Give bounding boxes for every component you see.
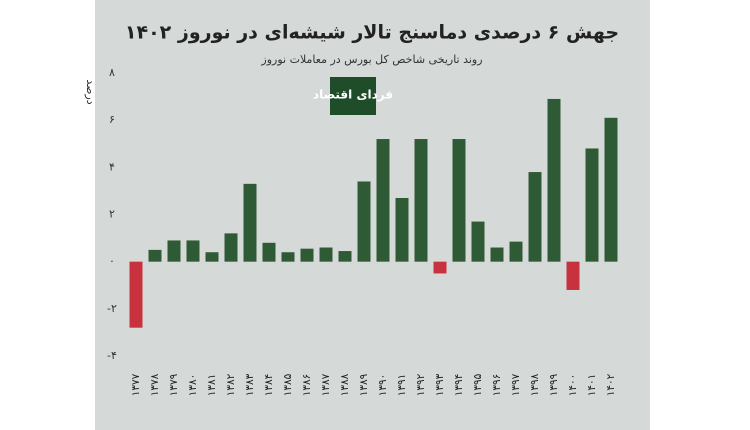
y-tick-label: ۶ — [109, 113, 115, 126]
bar — [509, 241, 523, 262]
x-tick-label: ۱۳۸۲ — [225, 373, 237, 396]
y-tick-label: ۲ — [109, 208, 115, 221]
bar — [224, 233, 238, 262]
bar — [585, 148, 599, 262]
x-tick-label: ۱۳۹۶ — [491, 374, 503, 397]
x-tick-label: ۱۳۸۹ — [358, 373, 370, 396]
x-tick-label: ۱۳۸۶ — [301, 374, 313, 397]
y-tick-label: ۸ — [109, 66, 115, 79]
bar — [262, 242, 276, 262]
y-tick-label: -۲ — [107, 302, 117, 315]
x-tick-label: ۱۳۷۹ — [168, 373, 180, 396]
bar — [452, 139, 466, 262]
bar — [414, 139, 428, 262]
logo: فردای اقتصاد — [313, 88, 393, 102]
y-axis-label: درصد — [84, 79, 97, 104]
x-tick-label: ۱۳۷۷ — [130, 373, 142, 396]
x-tick-label: ۱۳۸۸ — [339, 373, 351, 396]
x-tick-label: ۱۳۷۸ — [149, 373, 161, 396]
x-tick-label: ۱۳۸۵ — [282, 373, 294, 396]
bar — [433, 261, 447, 274]
x-tick-label: ۱۳۹۳ — [434, 373, 446, 396]
x-tick-label: ۱۳۸۰ — [187, 374, 199, 397]
x-tick-label: ۱۳۸۱ — [206, 374, 218, 397]
x-tick-label: ۱۳۹۵ — [472, 373, 484, 396]
bar — [566, 261, 580, 290]
y-tick-label: ۰ — [109, 255, 115, 268]
bar — [490, 247, 504, 262]
y-tick-label: -۴ — [107, 349, 117, 362]
bar — [129, 261, 143, 328]
bar — [376, 139, 390, 262]
bar — [243, 183, 257, 262]
bar — [281, 252, 295, 262]
bar — [471, 221, 485, 262]
bar — [604, 117, 618, 262]
x-tick-label: ۱۴۰۲ — [605, 373, 617, 396]
bar — [357, 181, 371, 262]
bar — [547, 98, 561, 262]
x-tick-label: ۱۳۹۲ — [415, 373, 427, 396]
bar — [167, 240, 181, 262]
bar — [319, 247, 333, 262]
bar — [338, 251, 352, 262]
x-tick-label: ۱۳۸۳ — [244, 373, 256, 396]
x-tick-label: ۱۳۹۱ — [396, 374, 408, 397]
bar — [300, 248, 314, 262]
logo-box — [330, 77, 376, 115]
x-tick-label: ۱۳۸۴ — [263, 374, 275, 397]
chart-subtitle: روند تاریخی شاخص کل بورس در معاملات نورو… — [260, 53, 482, 66]
x-tick-label: ۱۳۹۴ — [453, 374, 465, 397]
bar — [148, 249, 162, 262]
chart-title: جهش ۶ درصدی دماسنج تالار شیشه‌ای در نورو… — [125, 22, 619, 44]
bar — [528, 172, 542, 262]
x-tick-label: ۱۴۰۰ — [567, 374, 579, 397]
x-tick-label: ۱۳۹۸ — [529, 373, 541, 396]
x-tick-label: ۱۳۹۷ — [510, 373, 522, 396]
y-tick-label: ۴ — [109, 160, 115, 173]
x-tick-label: ۱۴۰۱ — [586, 374, 598, 397]
x-tick-label: ۱۳۹۹ — [548, 373, 560, 396]
bar — [186, 240, 200, 262]
bar — [205, 252, 219, 262]
bar — [395, 197, 409, 262]
x-tick-label: ۱۳۹۰ — [377, 374, 389, 397]
x-tick-label: ۱۳۸۷ — [320, 373, 332, 396]
